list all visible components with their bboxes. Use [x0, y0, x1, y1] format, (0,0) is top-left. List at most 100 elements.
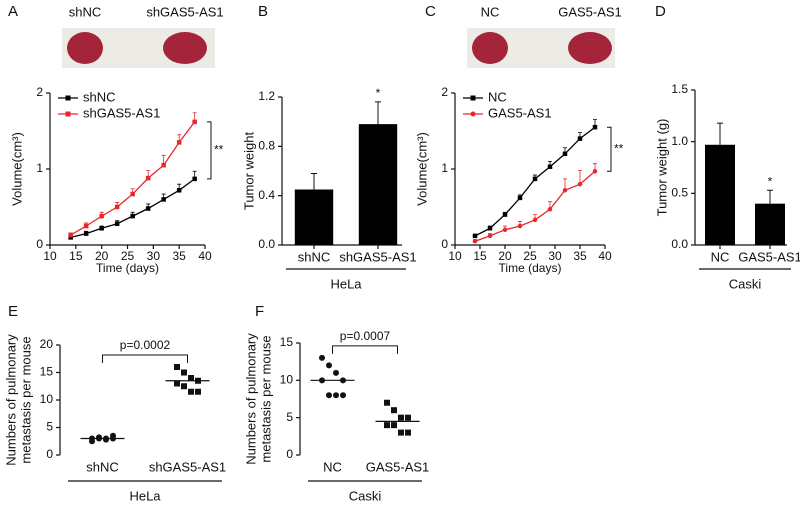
data-point: [326, 362, 332, 369]
panel-letter: F: [255, 303, 264, 320]
y-tick-label: 1.5: [671, 82, 688, 96]
data-point: [547, 164, 553, 169]
error-bar: [578, 170, 582, 185]
data-point: [517, 223, 523, 229]
photo-label: GAS5-AS1: [558, 4, 622, 19]
error-bar: [717, 122, 723, 145]
data-point: [181, 369, 187, 376]
legend-marker: [65, 95, 71, 101]
data-point: [398, 429, 404, 436]
data-point: [188, 388, 194, 395]
data-point: [562, 151, 568, 157]
x-tick-label: 30: [548, 249, 562, 263]
bar: [755, 203, 785, 245]
photo-label: shNC: [69, 4, 102, 19]
y-tick-label: 0: [46, 447, 53, 461]
y-axis-label: metastasis per mouse: [258, 335, 273, 462]
y-tick-label: 2: [36, 85, 43, 99]
y-axis-label: Volume(cm³): [414, 132, 429, 206]
significance-bracket: [207, 121, 212, 180]
data-point: [68, 235, 73, 240]
data-point: [83, 231, 89, 236]
x-tick-label: shNC: [298, 249, 331, 264]
x-tick-label: 20: [498, 249, 512, 263]
data-point: [384, 422, 390, 429]
photo-label: shGAS5-AS1: [146, 4, 223, 19]
data-point: [577, 136, 583, 141]
y-axis-label: metastasis per mouse: [18, 336, 33, 463]
x-axis-label: Time (days): [499, 261, 562, 275]
x-tick-label: 10: [43, 249, 57, 263]
x-tick-label: shGAS5-AS1: [149, 459, 226, 474]
data-point: [326, 392, 332, 399]
data-point: [487, 226, 493, 231]
x-tick-label: 25: [121, 249, 135, 263]
panel-letter: A: [8, 3, 18, 20]
bar: [294, 189, 334, 245]
legend-label: shGAS5-AS1: [83, 105, 160, 120]
data-point: [333, 369, 339, 376]
y-tick-label: 0: [36, 237, 43, 251]
data-point: [517, 195, 523, 201]
x-tick-label: shGAS5-AS1: [339, 249, 416, 264]
group-label: HeLa: [129, 488, 161, 503]
data-point: [384, 399, 390, 406]
error-bar: [311, 172, 317, 190]
y-tick-label: 1: [36, 161, 43, 175]
data-point: [562, 188, 568, 193]
data-point: [188, 375, 194, 381]
y-tick-label: 10: [280, 373, 294, 387]
data-point: [192, 119, 197, 125]
significance: *: [768, 174, 773, 188]
data-point: [333, 392, 339, 399]
y-axis-label: Numbers of pulmonary: [3, 334, 18, 466]
significance-bracket: [102, 354, 188, 363]
y-tick-label: 0.0: [671, 237, 688, 251]
y-tick-label: 5: [46, 420, 53, 434]
x-tick-label: 10: [448, 249, 462, 263]
data-point: [99, 226, 104, 231]
panel-letter: B: [258, 3, 268, 20]
y-tick-label: 0.5: [671, 186, 688, 200]
y-tick-label: 10: [40, 392, 54, 406]
data-point: [532, 217, 538, 223]
data-point: [174, 364, 180, 370]
data-point: [405, 429, 411, 436]
y-tick-label: 0.8: [258, 139, 275, 153]
data-point: [130, 213, 135, 219]
data-point: [398, 414, 404, 421]
legend-marker: [470, 95, 476, 101]
data-point: [114, 221, 120, 226]
tumor: [472, 32, 508, 64]
y-tick-label: 5: [286, 410, 293, 424]
data-point: [161, 162, 166, 168]
data-point: [195, 388, 201, 395]
data-point: [502, 227, 508, 233]
x-tick-label: 35: [573, 249, 587, 263]
data-point: [96, 434, 102, 441]
data-point: [192, 176, 197, 182]
x-tick-label: NC: [711, 249, 730, 264]
y-axis-label: Tumor weight: [241, 131, 256, 210]
bar: [705, 144, 735, 245]
data-point: [391, 422, 397, 429]
y-tick-label: 0: [441, 237, 448, 251]
data-point: [547, 207, 553, 212]
significance: **: [214, 143, 224, 157]
data-point: [340, 392, 346, 399]
x-tick-label: 15: [69, 249, 83, 263]
group-label: Caski: [349, 488, 382, 503]
x-tick-label: 40: [598, 249, 612, 263]
tumor: [67, 32, 103, 64]
data-point: [68, 232, 73, 238]
x-tick-label: 30: [147, 249, 161, 263]
y-tick-label: 1: [441, 161, 448, 175]
y-axis-label: Tumor weight (g): [654, 119, 669, 217]
data-point: [472, 233, 478, 239]
data-point: [103, 436, 109, 443]
data-point: [176, 188, 182, 193]
legend-marker: [65, 111, 71, 117]
tumor: [163, 32, 207, 64]
